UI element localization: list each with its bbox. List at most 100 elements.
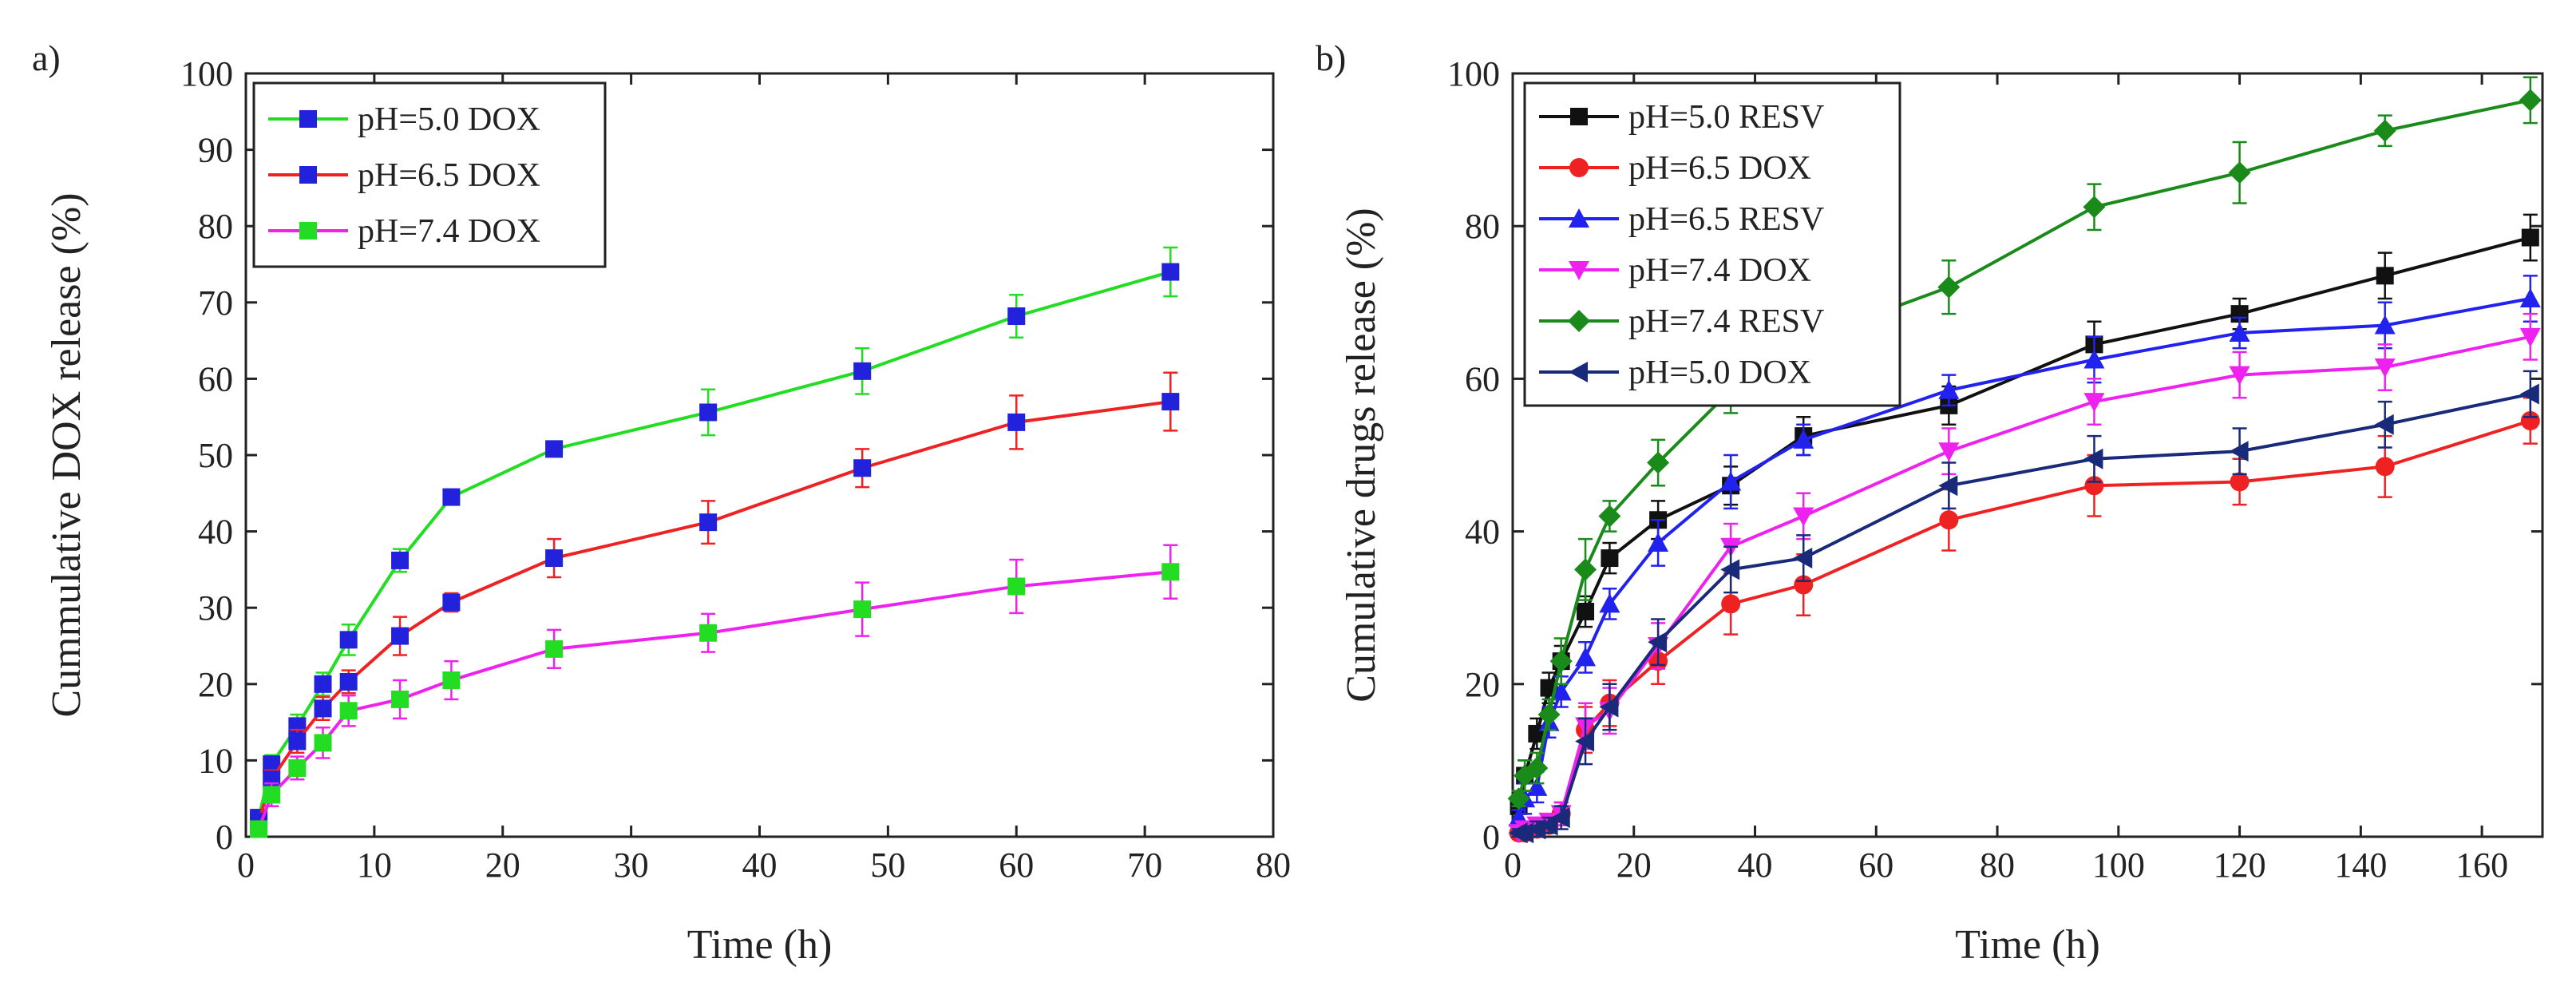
data-point — [391, 551, 410, 569]
data-point — [1599, 593, 1620, 613]
legend-marker — [1569, 362, 1588, 382]
x-tick-label: 140 — [2334, 846, 2387, 885]
y-axis-title: Cummulative DOX release (%) — [44, 192, 89, 717]
data-point — [1550, 807, 1570, 829]
x-tick-label: 20 — [485, 846, 520, 885]
x-tick-label: 60 — [1858, 846, 1893, 885]
data-point — [2374, 315, 2396, 335]
legend-marker — [1568, 310, 1590, 332]
x-tick-label: 60 — [999, 846, 1034, 885]
legend: pH=5.0 RESV pH=6.5 DOX pH=6.5 RESV pH=7.4 D… — [1523, 81, 1901, 407]
series-2 — [250, 371, 1180, 830]
y-tick-label: 10 — [198, 741, 233, 780]
y-tick-label: 60 — [198, 359, 233, 398]
data-point — [853, 459, 872, 477]
data-point — [263, 755, 281, 774]
data-point — [1598, 505, 1621, 528]
data-point — [314, 699, 332, 718]
data-point — [1937, 275, 1961, 299]
data-point — [339, 631, 358, 649]
chart-panel-a: a) 0 10 20 30 40 50 60 70 80 0 10 20 30 40 50 60 70 80 90 10… — [32, 38, 1291, 968]
series-line — [1518, 335, 2531, 834]
data-point — [1648, 632, 1668, 653]
panel-label: b) — [1316, 38, 1346, 78]
data-point — [442, 593, 461, 612]
data-point — [442, 671, 461, 690]
data-point — [2083, 349, 2105, 369]
legend-box — [1523, 81, 1901, 407]
data-point — [2229, 323, 2250, 343]
x-tick-label: 20 — [1616, 846, 1652, 885]
legend-marker — [299, 222, 317, 240]
x-tick-label: 50 — [870, 846, 905, 885]
data-point — [1525, 756, 1549, 779]
y-tick-label: 70 — [198, 283, 233, 323]
data-point — [1938, 379, 1960, 399]
data-point — [2376, 267, 2394, 285]
y-tick-label: 40 — [198, 513, 233, 552]
data-point — [2229, 441, 2249, 462]
data-point — [1526, 818, 1546, 840]
data-point — [545, 549, 564, 568]
x-tick-label: 160 — [2455, 846, 2508, 885]
data-point — [391, 627, 410, 645]
data-point — [1793, 429, 1814, 449]
x-tick-label: 70 — [1127, 846, 1162, 885]
data-point — [2230, 472, 2250, 492]
legend-label: pH=5.0 DOX — [358, 101, 540, 138]
plot-frame — [1511, 72, 2544, 838]
data-point — [2375, 457, 2395, 477]
series-line — [257, 400, 1171, 822]
y-tick-label: 0 — [1482, 818, 1500, 857]
y-tick-label: 80 — [1465, 207, 1500, 246]
data-point — [339, 702, 358, 720]
data-point — [2519, 89, 2542, 112]
data-point — [2374, 414, 2394, 435]
y-tick-label: 100 — [1447, 54, 1500, 93]
data-point — [2519, 327, 2541, 347]
data-point — [1550, 681, 1572, 701]
series-line — [257, 270, 1171, 818]
data-point — [1161, 263, 1180, 281]
data-point — [1007, 577, 1026, 596]
data-point — [1574, 558, 1597, 581]
data-point — [699, 624, 718, 642]
data-point — [2519, 383, 2539, 405]
data-point — [1537, 703, 1561, 727]
legend-marker — [1569, 208, 1589, 228]
data-point — [263, 786, 281, 804]
legend-label: pH=6.5 DOX — [358, 157, 540, 194]
legend-marker — [299, 166, 317, 184]
data-point — [1599, 696, 1619, 718]
data-point — [853, 362, 872, 380]
data-point — [545, 440, 564, 458]
x-tick-label: 100 — [2092, 846, 2145, 885]
y-tick-label: 20 — [198, 665, 233, 704]
data-point — [2083, 196, 2106, 219]
data-point — [1161, 563, 1180, 581]
y-tick-label: 80 — [198, 207, 233, 246]
data-point — [853, 600, 872, 619]
data-point — [1538, 814, 1558, 836]
legend-marker — [1569, 261, 1589, 280]
data-point — [442, 488, 461, 506]
y-tick-label: 100 — [180, 54, 233, 93]
y-tick-label: 90 — [198, 131, 233, 170]
data-point — [1938, 442, 1960, 462]
data-point — [314, 734, 332, 752]
y-tick-label: 40 — [1465, 513, 1500, 552]
data-point — [1507, 787, 1530, 810]
data-point — [2519, 288, 2541, 308]
x-axis-title: Time (h) — [1955, 922, 2100, 968]
data-point — [1647, 451, 1670, 474]
data-point — [1939, 510, 1959, 530]
data-point — [2521, 228, 2539, 247]
data-point — [339, 672, 358, 691]
legend-label: pH=6.5 RESV — [1628, 201, 1824, 238]
legend-marker — [299, 110, 317, 128]
x-tick-label: 10 — [357, 846, 392, 885]
data-point — [1161, 393, 1180, 411]
series-5 — [1507, 76, 2542, 810]
legend-label: pH=6.5 DOX — [1628, 150, 1811, 187]
data-point — [391, 690, 410, 708]
